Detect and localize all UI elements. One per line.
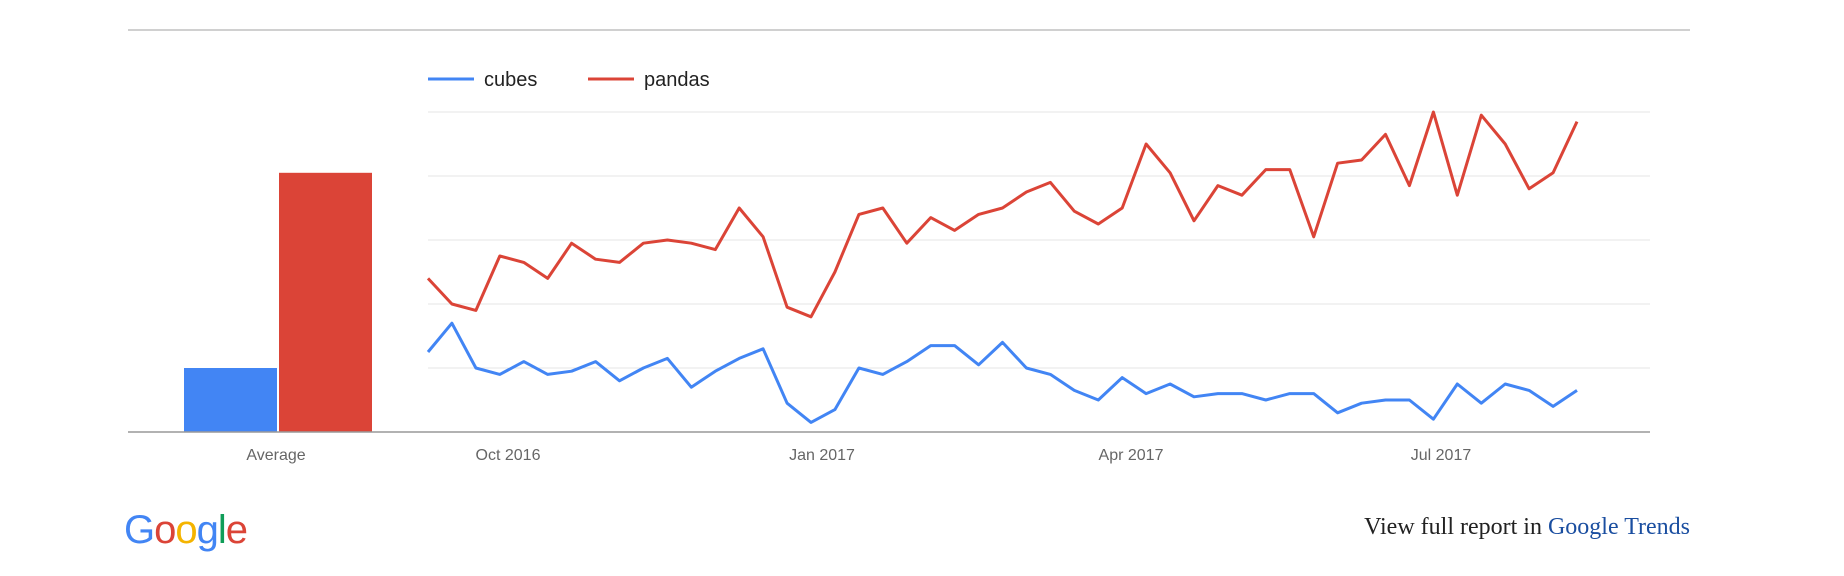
logo-letter: o: [175, 508, 197, 552]
google-logo[interactable]: Google: [124, 508, 248, 553]
footer-report-link: View full report in Google Trends: [1364, 514, 1690, 541]
x-tick-label: Jul 2017: [1411, 447, 1472, 464]
series-line-cubes[interactable]: [426, 321, 1578, 424]
legend-label-pandas[interactable]: pandas: [644, 69, 710, 91]
google-trends-link[interactable]: Google Trends: [1547, 514, 1690, 540]
grid-lines: [428, 111, 1650, 369]
x-tick-labels: Oct 2016 Jan 2017 Apr 2017 Jul 2017: [476, 447, 1472, 464]
average-bar-pandas[interactable]: [279, 172, 372, 433]
logo-letter: e: [225, 508, 248, 552]
bar-category-label: Average: [246, 447, 305, 464]
x-tick-label: Apr 2017: [1099, 447, 1164, 464]
footer-text: View full report in: [1364, 514, 1542, 540]
average-bars: [184, 172, 372, 433]
series-lines: [426, 110, 1579, 424]
legend[interactable]: cubes pandas: [428, 69, 710, 91]
logo-letter: l: [217, 508, 227, 552]
legend-label-cubes[interactable]: cubes: [484, 69, 537, 91]
x-tick-label: Oct 2016: [476, 447, 541, 464]
logo-letter: G: [124, 508, 155, 552]
logo-letter: g: [196, 508, 219, 552]
logo-letter: o: [154, 508, 176, 552]
x-tick-label: Jan 2017: [789, 447, 855, 464]
series-line-pandas[interactable]: [426, 110, 1579, 319]
average-bar-cubes[interactable]: [184, 368, 277, 432]
